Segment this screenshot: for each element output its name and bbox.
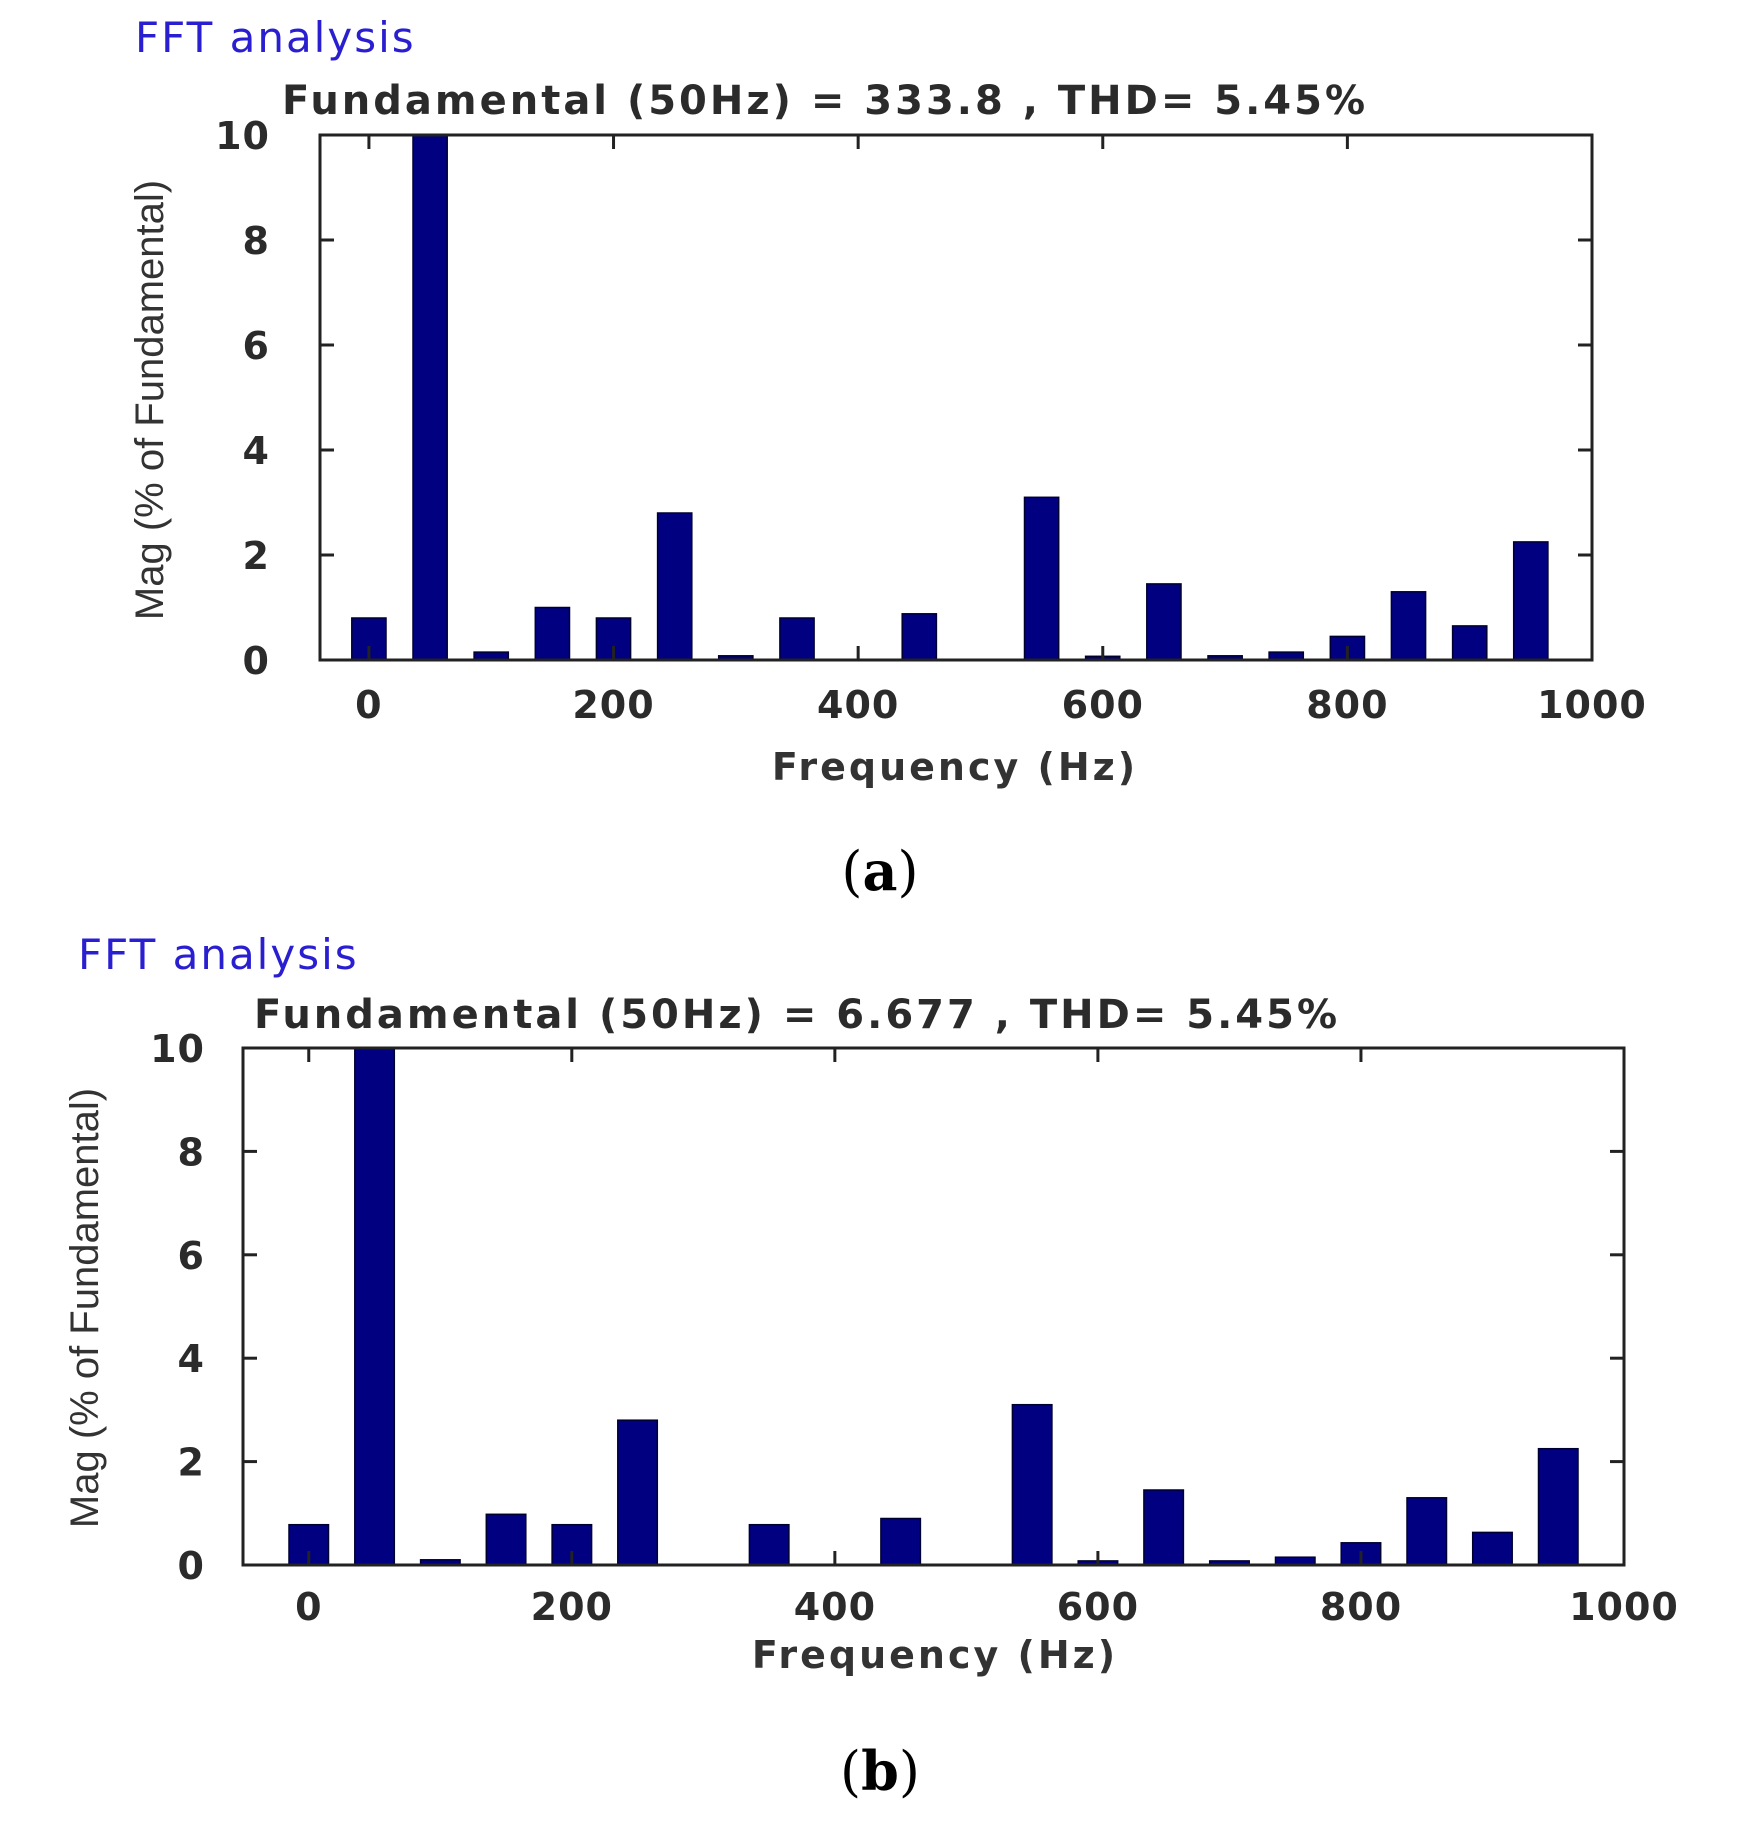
bar-150hz <box>534 606 571 661</box>
bar-150hz <box>485 1513 527 1566</box>
bar-950hz <box>1512 541 1549 661</box>
plot-area-frame-b <box>241 1046 1626 1567</box>
y-tick-label: 0 <box>178 1544 205 1588</box>
x-tick-label: 1000 <box>1537 683 1647 727</box>
x-tick-label: 800 <box>1320 1585 1402 1629</box>
x-tick-label: 800 <box>1306 683 1388 727</box>
chart-panel-b: FFT analysis Fundamental (50Hz) = 6.677 … <box>63 930 1679 1803</box>
x-tick-labels-a: 0 200 400 600 800 1000 <box>355 683 1647 727</box>
x-tick-label: 600 <box>1062 683 1144 727</box>
x-tick-label: 400 <box>817 683 899 727</box>
tick-marks-b <box>243 1046 1626 1567</box>
y-tick-label: 6 <box>243 324 270 368</box>
caption-letter: a <box>863 839 898 903</box>
chart-title-a: Fundamental (50Hz) = 333.8 , THD= 5.45% <box>282 78 1368 124</box>
bar-250hz <box>656 512 693 661</box>
x-tick-labels-b: 0 200 400 600 800 1000 <box>295 1585 1679 1629</box>
x-tick-label: 1000 <box>1569 1585 1679 1629</box>
bars-b <box>288 1047 1579 1566</box>
bar-950hz <box>1537 1447 1579 1566</box>
y-tick-label: 6 <box>178 1234 205 1278</box>
x-axis-label-a: Frequency (Hz) <box>772 745 1138 789</box>
bar-900hz <box>1471 1531 1513 1566</box>
y-tick-label: 8 <box>243 219 270 263</box>
y-tick-label: 4 <box>243 429 270 473</box>
heading-a: FFT analysis <box>135 13 416 62</box>
caption-open: ( <box>841 840 862 903</box>
bar-850hz <box>1390 591 1427 661</box>
x-tick-label: 600 <box>1057 1585 1139 1629</box>
bar-650hz <box>1143 1489 1185 1566</box>
caption-open: ( <box>840 1740 861 1803</box>
bars-a <box>351 134 1549 661</box>
caption-letter: b <box>861 1739 899 1803</box>
y-tick-labels-a: 0 2 4 6 8 10 <box>215 114 270 683</box>
y-tick-labels-b: 0 2 4 6 8 10 <box>150 1027 205 1588</box>
caption-b: (b) <box>840 1739 920 1803</box>
y-tick-label: 0 <box>243 639 270 683</box>
caption-a: (a) <box>841 839 918 903</box>
bar-350hz <box>748 1523 790 1566</box>
bar-550hz <box>1011 1403 1053 1566</box>
x-axis-label-b: Frequency (Hz) <box>752 1633 1118 1677</box>
tick-marks-a <box>320 133 1594 662</box>
bar-350hz <box>779 617 815 661</box>
bar-650hz <box>1146 583 1182 661</box>
x-tick-label: 200 <box>531 1585 613 1629</box>
caption-close: ) <box>899 1740 920 1803</box>
caption-close: ) <box>898 840 919 903</box>
x-tick-label: 200 <box>572 683 654 727</box>
x-tick-label: 0 <box>295 1585 322 1629</box>
y-tick-label: 10 <box>215 114 270 158</box>
x-tick-label: 400 <box>794 1585 876 1629</box>
bar-50hz <box>412 134 448 661</box>
bar-450hz <box>901 613 938 661</box>
y-tick-label: 4 <box>178 1337 205 1381</box>
chart-title-b: Fundamental (50Hz) = 6.677 , THD= 5.45% <box>254 992 1340 1038</box>
bar-550hz <box>1023 496 1060 661</box>
heading-b: FFT analysis <box>78 930 359 979</box>
y-tick-label: 2 <box>243 534 270 578</box>
y-tick-label: 10 <box>150 1027 205 1071</box>
y-axis-label-b: Mag (% of Fundamental) <box>63 1088 107 1528</box>
bar-850hz <box>1406 1497 1448 1566</box>
chart-panel-a: FFT analysis Fundamental (50Hz) = 333.8 … <box>128 13 1647 903</box>
y-tick-label: 2 <box>178 1441 205 1485</box>
bar-900hz <box>1451 625 1488 661</box>
bar-250hz <box>617 1419 659 1566</box>
bar-450hz <box>880 1517 922 1566</box>
x-tick-label: 0 <box>355 683 382 727</box>
bar-50hz <box>354 1047 396 1566</box>
y-tick-label: 8 <box>178 1130 205 1174</box>
plot-area-frame-a <box>318 133 1594 662</box>
y-axis-label-a: Mag (% of Fundamental) <box>128 180 172 620</box>
